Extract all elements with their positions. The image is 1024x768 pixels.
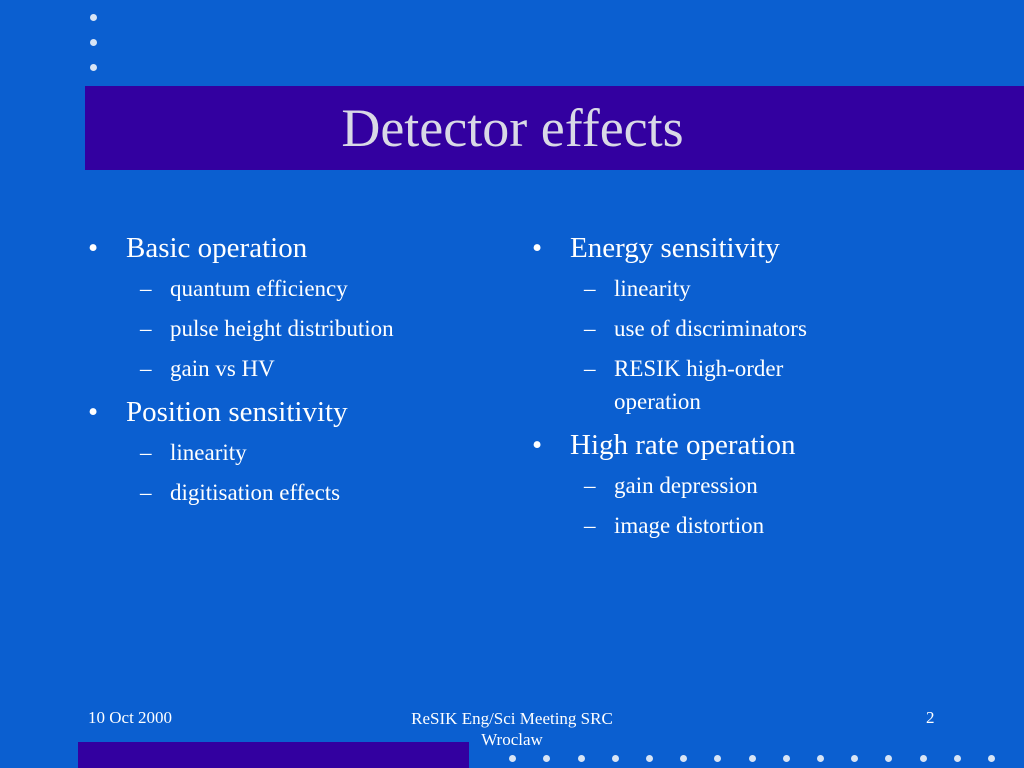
sub-list: – linearity – use of discriminators – RESIK… <box>532 272 972 418</box>
footer-page-number: 2 <box>926 708 935 727</box>
decor-dot <box>714 755 721 762</box>
bottom-band <box>78 742 469 768</box>
title-band <box>85 86 1024 170</box>
sub-item: – image distortion <box>532 509 972 542</box>
sub-mark: – <box>140 356 152 381</box>
decor-dot <box>920 755 927 762</box>
sub-item: – gain vs HV <box>88 352 508 385</box>
sub-item: – quantum efficiency <box>88 272 508 305</box>
decor-dot <box>90 64 97 71</box>
bullet-label: Basic operation <box>126 232 308 264</box>
sub-label: gain depression <box>614 473 758 498</box>
decor-dot <box>749 755 756 762</box>
sub-item: – gain depression <box>532 469 972 502</box>
sub-mark: – <box>584 356 596 381</box>
sub-item: – use of discriminators <box>532 312 972 345</box>
sub-item: – linearity <box>532 272 972 305</box>
sub-label: digitisation effects <box>170 480 341 505</box>
bullet-item: • High rate operation <box>532 425 972 465</box>
decor-dot <box>578 755 585 762</box>
sub-label: RESIK high-order operation <box>614 356 784 414</box>
bullet-label: Position sensitivity <box>126 396 348 428</box>
sub-mark: – <box>584 276 596 301</box>
bullet-item: • Position sensitivity <box>88 392 508 432</box>
sub-mark: – <box>140 316 152 341</box>
sub-label: use of discriminators <box>614 316 807 341</box>
decor-dot <box>817 755 824 762</box>
sub-list: – linearity – digitisation effects <box>88 436 508 509</box>
decor-dot <box>783 755 790 762</box>
left-column: • Basic operation – quantum efficiency – p… <box>88 228 508 516</box>
bullet-label: High rate operation <box>570 429 796 461</box>
sub-label: quantum efficiency <box>170 276 348 301</box>
footer-meeting: ReSIK Eng/Sci Meeting SRC Wroclaw <box>411 709 613 749</box>
sub-item: – linearity <box>88 436 508 469</box>
decor-dot <box>885 755 892 762</box>
sub-label: linearity <box>614 276 691 301</box>
sub-mark: – <box>140 440 152 465</box>
decor-dot <box>680 755 687 762</box>
decor-dot <box>954 755 961 762</box>
bullet-item: • Energy sensitivity <box>532 228 972 268</box>
decor-dot <box>509 755 516 762</box>
bullet-mark: • <box>532 429 543 461</box>
sub-mark: – <box>584 473 596 498</box>
sub-item: – RESIK high-order operation <box>532 352 844 418</box>
sub-label: gain vs HV <box>170 356 275 381</box>
sub-mark: – <box>140 276 152 301</box>
decor-dot <box>646 755 653 762</box>
footer-date: 10 Oct 2000 <box>88 708 173 727</box>
bullet-mark: • <box>88 232 99 264</box>
bullet-item: • Basic operation <box>88 228 508 268</box>
decor-dot <box>612 755 619 762</box>
sub-mark: – <box>140 480 152 505</box>
sub-label: linearity <box>170 440 247 465</box>
decor-dot <box>988 755 995 762</box>
decor-dot <box>543 755 550 762</box>
decor-dot <box>90 39 97 46</box>
bullet-mark: • <box>532 232 543 264</box>
sub-label: pulse height distribution <box>170 316 394 341</box>
slide-title: Detector effects <box>341 98 684 158</box>
bullet-mark: • <box>88 396 99 428</box>
right-column: • Energy sensitivity – linearity – use of … <box>532 228 972 549</box>
sub-label: image distortion <box>614 513 765 538</box>
decor-dot <box>851 755 858 762</box>
sub-item: – digitisation effects <box>88 476 508 509</box>
bullet-label: Energy sensitivity <box>570 232 780 264</box>
sub-mark: – <box>584 513 596 538</box>
sub-list: – gain depression – image distortion <box>532 469 972 542</box>
sub-item: – pulse height distribution <box>88 312 508 345</box>
sub-list: – quantum efficiency – pulse height distri… <box>88 272 508 385</box>
decor-dot <box>90 14 97 21</box>
sub-mark: – <box>584 316 596 341</box>
